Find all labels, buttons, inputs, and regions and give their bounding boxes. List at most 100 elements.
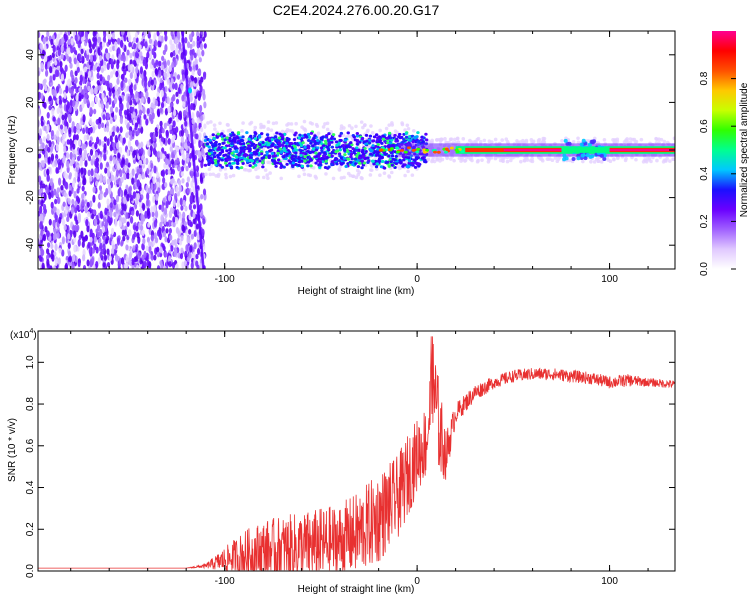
heatmap-cell	[250, 143, 255, 147]
heatmap-cell	[60, 45, 64, 53]
heatmap-cell	[343, 138, 347, 142]
heatmap-cell	[92, 126, 96, 134]
heatmap-cell	[355, 142, 360, 146]
heatmap-cell	[79, 159, 83, 167]
heatmap-cell	[82, 265, 87, 269]
heatmap-cell	[220, 158, 224, 162]
heatmap-cell	[129, 59, 133, 66]
heatmap-cell	[57, 117, 61, 126]
heatmap-cell	[353, 157, 358, 161]
heatmap-cell	[48, 95, 52, 102]
heatmap-cell	[57, 161, 62, 170]
heatmap-cell	[186, 152, 190, 159]
heatmap-cell	[183, 221, 187, 227]
heatmap-cell	[195, 165, 199, 173]
heatmap-cell	[72, 46, 76, 53]
heatmap-cell	[386, 148, 391, 152]
heatmap-cell	[191, 70, 195, 76]
heatmap-cell	[279, 150, 283, 154]
heatmap-cell	[353, 138, 358, 142]
heatmap-cell	[74, 104, 78, 112]
heatmap-cell	[308, 158, 313, 162]
heatmap-cell	[411, 140, 415, 144]
heatmap-cell	[342, 175, 346, 180]
heatmap-cell	[83, 66, 88, 73]
heatmap-cell	[229, 165, 234, 169]
heatmap-cell	[524, 139, 529, 144]
heatmap-cell	[67, 31, 71, 36]
heatmap-cell	[361, 148, 365, 152]
heatmap-cell	[129, 145, 133, 152]
heatmap-cell	[50, 243, 54, 250]
heatmap-cell	[519, 159, 523, 164]
heatmap-cell	[179, 253, 184, 260]
heatmap-cell	[60, 37, 65, 45]
heatmap-cell	[143, 114, 147, 120]
heatmap-cell	[89, 236, 93, 243]
heatmap-cell	[309, 164, 313, 168]
heatmap-cell	[39, 43, 43, 50]
heatmap-cell	[78, 53, 82, 61]
heatmap-cell	[163, 60, 167, 69]
heatmap-cell	[390, 138, 394, 142]
heatmap-cell	[356, 151, 361, 155]
heatmap-cell	[108, 255, 112, 262]
heatmap-cell	[87, 85, 91, 92]
heatmap-cell	[74, 224, 78, 232]
heatmap-cell	[47, 156, 51, 164]
heatmap-cell	[40, 228, 44, 237]
heatmap-cell	[94, 167, 98, 174]
heatmap-cell	[164, 251, 168, 258]
heatmap-cell	[393, 158, 397, 162]
heatmap-cell	[309, 141, 313, 145]
heatmap-cell	[204, 135, 208, 139]
heatmap-cell	[161, 128, 165, 134]
heatmap-cell	[378, 173, 382, 178]
heatmap-cell	[423, 160, 427, 164]
heatmap-cell	[330, 163, 334, 167]
heatmap-cell	[649, 159, 653, 164]
heatmap-cell	[115, 106, 119, 113]
heatmap-cell	[165, 168, 169, 176]
heatmap-cell	[155, 193, 159, 201]
heatmap-cell	[224, 153, 228, 157]
heatmap-cell	[408, 135, 412, 139]
heatmap-cell	[122, 137, 126, 145]
heatmap-cell	[571, 139, 576, 144]
heatmap-cell	[259, 125, 263, 130]
heatmap-cell	[38, 108, 41, 117]
heatmap-cell	[50, 130, 54, 137]
heatmap-cell	[126, 149, 130, 157]
heatmap-cell	[244, 168, 249, 172]
heatmap-cell	[171, 43, 175, 52]
heatmap-cell	[176, 157, 180, 164]
heatmap-cell	[208, 172, 213, 177]
heatmap-cell	[73, 57, 77, 65]
heatmap-cell	[143, 31, 147, 37]
heatmap-cell	[63, 145, 67, 154]
heatmap-cell	[289, 142, 294, 146]
heatmap-cell	[123, 189, 128, 196]
heatmap-cell	[90, 168, 94, 177]
heatmap-cell	[66, 139, 70, 145]
heatmap-cell	[158, 34, 162, 43]
heatmap-cell	[246, 147, 250, 151]
heatmap-cell	[194, 58, 198, 65]
heatmap-cell	[190, 180, 194, 188]
heatmap-cell	[232, 161, 236, 165]
heatmap-cell	[320, 156, 324, 160]
heatmap-cell	[352, 150, 356, 154]
heatmap-cell	[146, 208, 150, 217]
heatmap-cell	[179, 197, 183, 206]
heatmap-cell	[287, 159, 291, 163]
heatmap-cell	[322, 151, 327, 155]
heatmap-cell	[89, 106, 93, 115]
heatmap-cell	[278, 132, 282, 136]
heatmap-cell	[184, 205, 188, 212]
heatmap-cell	[46, 230, 50, 238]
heatmap-cell	[83, 97, 87, 105]
heatmap-cell	[99, 162, 103, 170]
heatmap-cell	[40, 62, 44, 69]
heatmap-cell	[416, 131, 420, 135]
heatmap-cell	[109, 135, 113, 143]
